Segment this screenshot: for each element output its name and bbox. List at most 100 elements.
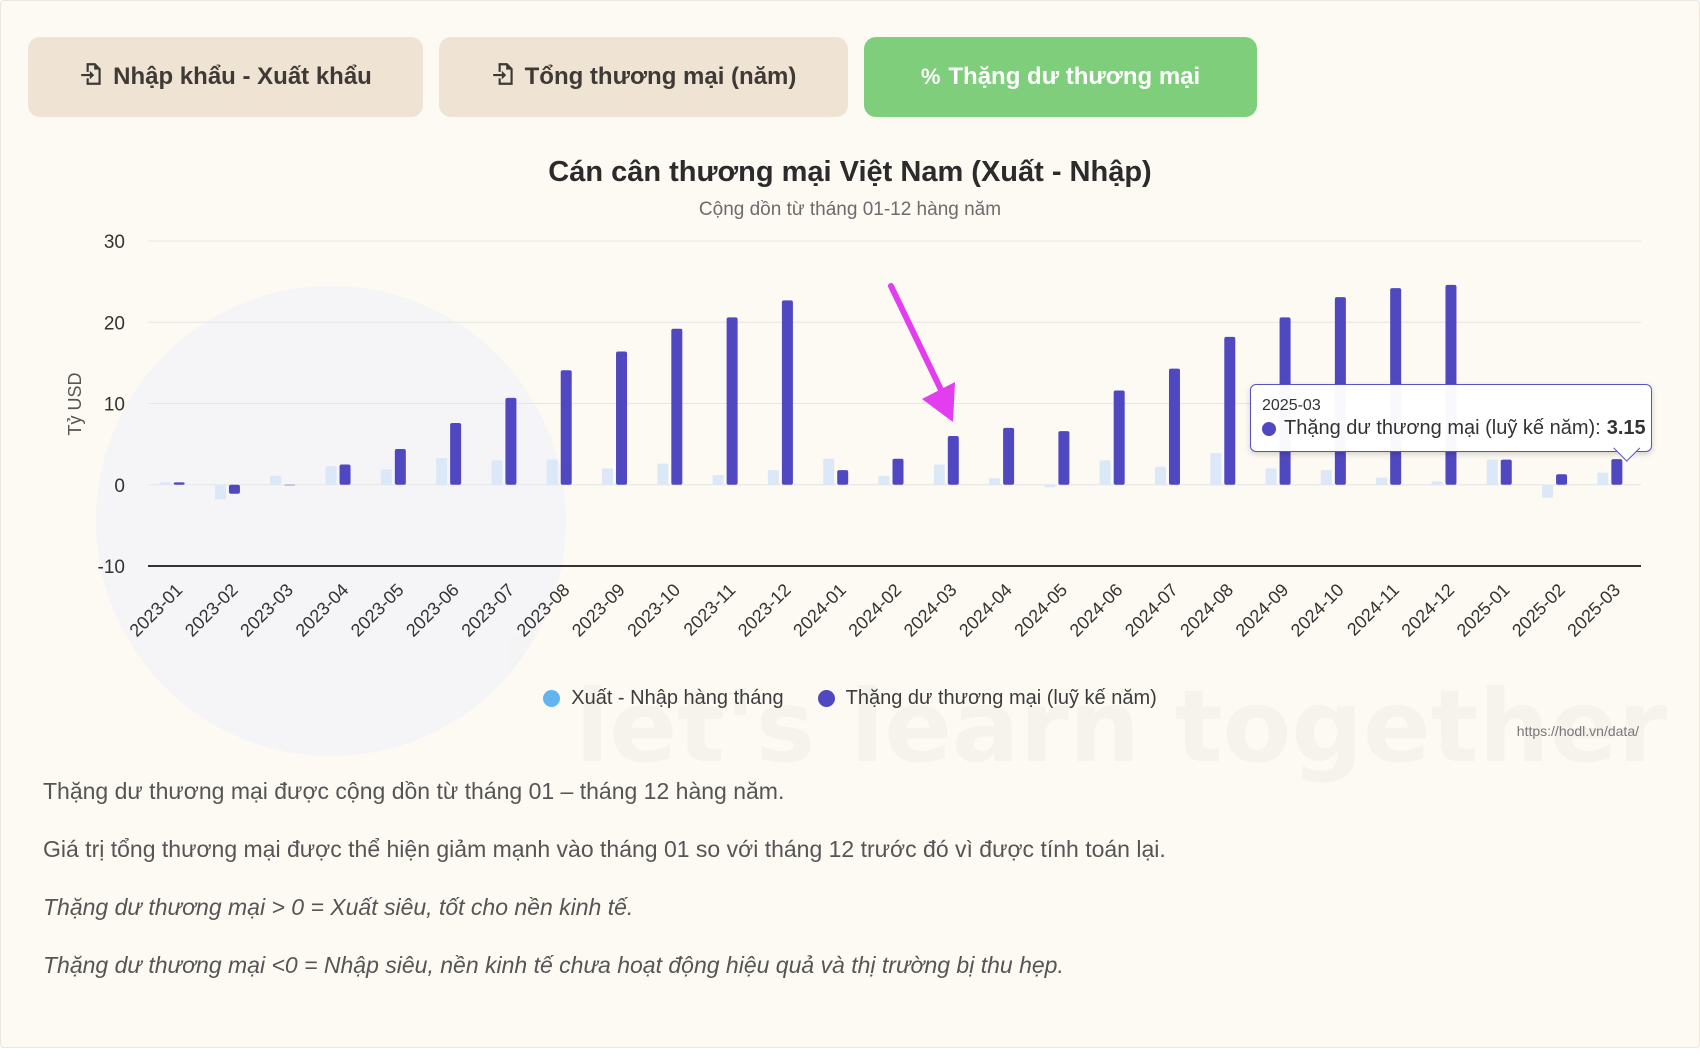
bar-monthly (436, 457, 448, 485)
chart-legend: Xuất - Nhập hàng tháng Thặng dư thương m… (1, 687, 1699, 710)
x-tick-label: 2025-01 (1453, 580, 1514, 641)
x-tick-label: 2024-11 (1343, 580, 1403, 640)
bar-monthly (546, 459, 558, 485)
x-tick-label: 2023-10 (623, 580, 684, 641)
x-tick-label: 2024-05 (1010, 580, 1071, 641)
notes: Thặng dư thương mại được cộng dồn từ thá… (43, 777, 1166, 1009)
tab-label: Thặng dư thương mại (948, 63, 1201, 90)
tab-total-trade[interactable]: Tổng thương mại (năm) (439, 37, 848, 117)
x-tick-label: 2024-03 (900, 580, 961, 641)
bar-cumulative (671, 328, 683, 485)
tooltip-date: 2025-03 (1262, 397, 1321, 414)
legend-label-monthly: Xuất - Nhập hàng tháng (571, 687, 784, 709)
bar-monthly (712, 475, 724, 485)
x-tick-label: 2024-07 (1121, 580, 1182, 641)
bar-cumulative (505, 397, 517, 485)
y-axis-label: Tỷ USD (65, 372, 85, 435)
legend-dot-cumulative (817, 690, 835, 707)
bar-monthly (1265, 468, 1277, 485)
bar-monthly (1210, 453, 1222, 485)
bar-monthly (1320, 470, 1332, 485)
x-tick-label: 2023-11 (680, 580, 740, 640)
x-tick-label: 2023-12 (734, 580, 795, 641)
y-tick-label: 0 (114, 476, 125, 497)
x-tick-label: 2024-04 (955, 580, 1016, 641)
legend-item-cumulative[interactable]: Thặng dư thương mại (luỹ kế năm) (817, 687, 1157, 710)
x-tick-label: 2024-08 (1176, 580, 1237, 641)
bar-cumulative (1224, 336, 1236, 485)
y-tick-label: -10 (98, 557, 125, 578)
bar-monthly (823, 458, 835, 485)
bar-cumulative (1611, 459, 1623, 485)
x-tick-label: 2025-02 (1508, 580, 1569, 641)
bar-cumulative (1168, 368, 1180, 485)
annotation-arrow-shaft (888, 283, 947, 399)
watermark-text: let's learn together (575, 668, 1667, 785)
tooltip-label: Thặng dư thương mại (luỹ kế năm): (1284, 417, 1601, 439)
bar-cumulative (1058, 431, 1070, 485)
bar-monthly (380, 469, 392, 485)
bar-cumulative (1556, 474, 1568, 485)
percent-icon: % (920, 64, 941, 89)
chart-title: Cán cân thương mại Việt Nam (Xuất - Nhập… (548, 156, 1152, 188)
chart-subtitle: Cộng dồn từ tháng 01-12 hàng năm (698, 199, 1002, 220)
bar-cumulative (450, 423, 462, 485)
bar-monthly (491, 460, 503, 485)
bar-monthly (270, 475, 282, 485)
bar-monthly (159, 482, 171, 485)
y-tick-label: 30 (104, 232, 125, 253)
file-import-icon (491, 61, 517, 93)
bar-monthly (1376, 477, 1388, 485)
bar-monthly (933, 464, 945, 485)
bar-cumulative (560, 370, 572, 485)
note-paragraph: Thặng dư thương mại <0 = Nhập siêu, nền … (43, 952, 1064, 978)
bar-cumulative (173, 482, 185, 485)
bar-cumulative (1500, 459, 1512, 485)
bar-monthly (214, 484, 226, 500)
bar-monthly (1597, 472, 1609, 485)
note-paragraph: Thặng dư thương mại được cộng dồn từ thá… (43, 778, 785, 804)
y-tick-label: 20 (104, 313, 125, 334)
bar-monthly (602, 468, 614, 485)
bar-cumulative (339, 464, 351, 485)
x-tick-label: 2024-09 (1232, 580, 1293, 641)
bar-monthly (657, 463, 669, 485)
bar-cumulative (947, 436, 959, 485)
tooltip-value: 3.15 (1606, 417, 1646, 439)
x-tick-label: 2024-01 (789, 580, 850, 641)
bar-cumulative (1113, 390, 1125, 485)
x-tick-label: 2024-12 (1397, 580, 1458, 641)
bar-monthly (878, 475, 890, 485)
source-credit-link[interactable]: https://hodl.vn/data/ (1516, 723, 1639, 739)
bar-cumulative (616, 351, 628, 485)
tooltip-series-dot (1262, 421, 1276, 436)
bar-monthly (1486, 459, 1498, 485)
tab-import-export[interactable]: Nhập khẩu - Xuất khẩu (28, 37, 423, 117)
tab-trade-surplus[interactable]: % Thặng dư thương mại (864, 37, 1257, 117)
x-tick-label: 2024-10 (1287, 580, 1348, 641)
bar-monthly (1099, 460, 1111, 485)
legend-label-cumulative: Thặng dư thương mại (luỹ kế năm) (845, 687, 1157, 709)
annotation-arrow-head (922, 382, 955, 422)
bar-cumulative (781, 300, 793, 485)
file-import-icon (79, 61, 105, 93)
legend-item-monthly[interactable]: Xuất - Nhập hàng tháng (543, 687, 784, 710)
note-paragraph: Giá trị tổng thương mại được thể hiện gi… (43, 836, 1166, 862)
tab-label: Tổng thương mại (năm) (524, 63, 797, 90)
legend-dot-monthly (543, 690, 561, 707)
note-paragraph: Thặng dư thương mại > 0 = Xuất siêu, tốt… (43, 894, 634, 920)
tab-label: Nhập khẩu - Xuất khẩu (113, 63, 372, 90)
bar-monthly (767, 470, 779, 485)
bar-monthly (325, 466, 337, 485)
y-tick-label: 10 (104, 395, 125, 416)
bar-cumulative (837, 470, 849, 485)
watermark-logo: let's learn together (96, 286, 1668, 785)
bar-cumulative (892, 458, 904, 485)
bar-cumulative (284, 484, 296, 486)
bar-monthly (1044, 484, 1056, 488)
bar-cumulative (394, 449, 406, 485)
x-tick-label: 2024-02 (844, 580, 905, 641)
x-tick-label: 2024-06 (1066, 580, 1127, 641)
